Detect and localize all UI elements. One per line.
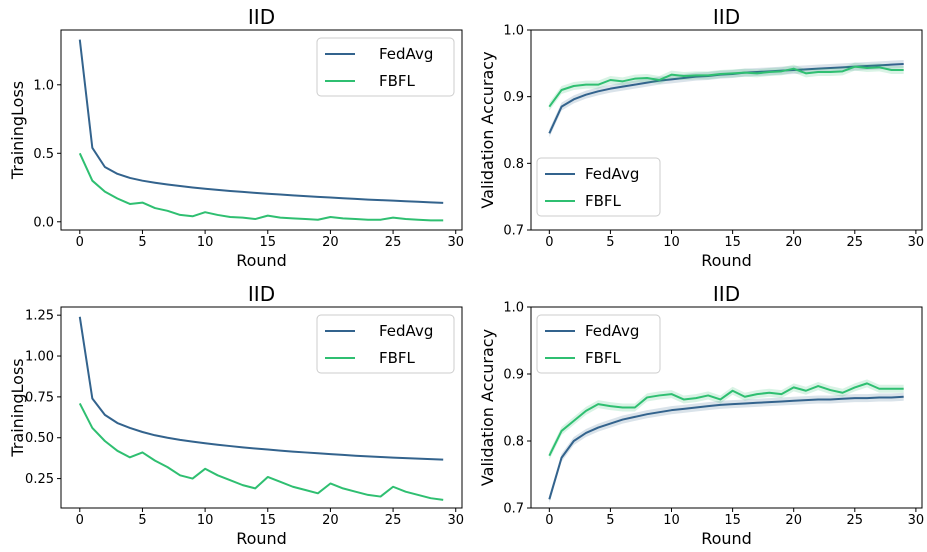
tl-x-tick-label: 0 [76,235,84,250]
br-y-tick-label: 1.0 [503,301,524,316]
tl-y-axis-label: TrainingLoss [8,81,27,180]
br-fedavg-line [548,395,904,500]
tr-legend-label-fedavg: FedAvg [585,165,639,183]
br-x-tick-label: 5 [606,513,614,528]
tr-y-tick-label: 0.7 [503,224,524,239]
tr-x-tick-label: 0 [545,235,553,250]
tr-x-tick-label: 5 [606,235,614,250]
bl-x-tick-label: 0 [76,513,84,528]
br-x-axis-label: Round [701,529,752,548]
tr-x-tick-label: 25 [847,235,864,250]
tl-x-tick-label: 10 [197,235,214,250]
bl-x-tick-label: 15 [259,513,276,528]
bl-fedavg-line [78,316,444,461]
bl-x-tick-label: 30 [447,513,464,528]
br-legend-label-fbfl: FBFL [585,349,622,367]
br-legend-label-fedavg: FedAvg [585,322,639,340]
bl-x-tick-label: 25 [385,513,402,528]
bl-x-tick-label: 10 [197,513,214,528]
tr-y-tick-label: 0.9 [503,90,524,105]
tr-legend-label-fbfl: FBFL [585,192,622,210]
br-plot-frame [530,306,923,509]
tl-chart: IID 0 5 10 15 20 25 30 0.0 0.5 1.0 Round TrainingLos… [8,5,464,270]
tl-x-tick-label: 5 [138,235,146,250]
tl-x-tick-label: 15 [259,235,276,250]
bl-y-tick-label: 0.25 [25,472,54,487]
bl-series-fbfl [78,402,444,501]
tl-y-tick-label: 0.5 [33,147,54,162]
br-series-fbfl [548,379,904,460]
tr-x-tick-label: 10 [663,235,680,250]
br-y-tick-label: 0.8 [503,435,524,450]
tl-series-fedavg [78,39,444,204]
tl-plot-frame [60,29,463,231]
tl-chart-title: IID [248,5,275,29]
tl-fbfl-line [78,152,444,222]
tl-legend-label-fedavg: FedAvg [379,45,433,63]
br-fbfl-line [548,382,904,457]
tr-chart-title: IID [713,5,740,29]
tl-x-axis-label: Round [236,251,287,270]
bl-y-tick-label: 0.75 [25,390,54,405]
br-x-tick-label: 25 [847,513,864,528]
bl-chart: IID 0 5 10 15 20 25 30 0.25 0.50 0.75 1.00 1.25 Round… [8,282,464,548]
tl-x-tick-label: 20 [322,235,339,250]
bl-chart-title: IID [248,282,275,306]
bl-x-axis-label: Round [236,529,287,548]
tr-plot-frame [530,29,923,231]
br-y-tick-label: 0.9 [503,368,524,383]
bl-series-fedavg [78,316,444,461]
tl-y-tick-label: 0.0 [33,215,54,230]
bl-plot-frame [60,306,463,509]
tl-y-tick-label: 1.0 [33,78,54,93]
tr-legend: FedAvg FBFL [536,157,661,217]
tl-x-tick-label: 30 [447,235,464,250]
tr-y-tick-label: 1.0 [503,24,524,39]
tr-y-tick-label: 0.8 [503,157,524,172]
br-series-fedavg [548,392,904,504]
tr-y-axis-label: Validation Accuracy [478,51,497,208]
br-y-axis-label: Validation Accuracy [478,329,497,486]
br-chart-title: IID [713,282,740,306]
bl-y-tick-label: 1.00 [25,350,54,365]
br-fbfl-band [549,379,904,460]
tr-x-tick-label: 15 [724,235,741,250]
tl-fedavg-line [78,39,444,204]
bl-fbfl-line [78,402,444,501]
tr-series-fbfl [548,62,904,111]
bl-x-tick-label: 20 [322,513,339,528]
tl-x-tick-label: 25 [385,235,402,250]
bl-legend-label-fedavg: FedAvg [379,322,433,340]
bl-y-tick-label: 1.25 [25,309,54,324]
tr-chart: IID 0 5 10 15 20 25 30 0.7 0.8 0.9 1.0 Round Validati… [478,5,924,270]
br-x-tick-label: 30 [908,513,925,528]
bl-y-axis-label: TrainingLoss [8,358,27,457]
tr-fbfl-band [549,62,904,111]
tr-fbfl-line [548,65,904,108]
bl-y-tick-label: 0.50 [25,431,54,446]
tl-legend-label-fbfl: FBFL [379,72,416,90]
br-fedavg-band [549,392,904,504]
br-x-tick-label: 0 [545,513,553,528]
br-chart: IID 0 5 10 15 20 25 30 0.7 0.8 0.9 1.0 Round Validati… [478,282,924,548]
bl-legend-label-fbfl: FBFL [379,349,416,367]
bl-legend: FedAvg FBFL [316,314,455,374]
br-x-tick-label: 20 [785,513,802,528]
tr-x-tick-label: 30 [908,235,925,250]
tl-series-fbfl [78,152,444,222]
br-y-tick-label: 0.7 [503,502,524,517]
tr-x-tick-label: 20 [785,235,802,250]
br-x-tick-label: 15 [724,513,741,528]
br-x-tick-label: 10 [663,513,680,528]
bl-x-tick-label: 5 [138,513,146,528]
br-legend: FedAvg FBFL [536,314,661,374]
tl-legend: FedAvg FBFL [316,37,455,97]
tr-x-axis-label: Round [701,251,752,270]
